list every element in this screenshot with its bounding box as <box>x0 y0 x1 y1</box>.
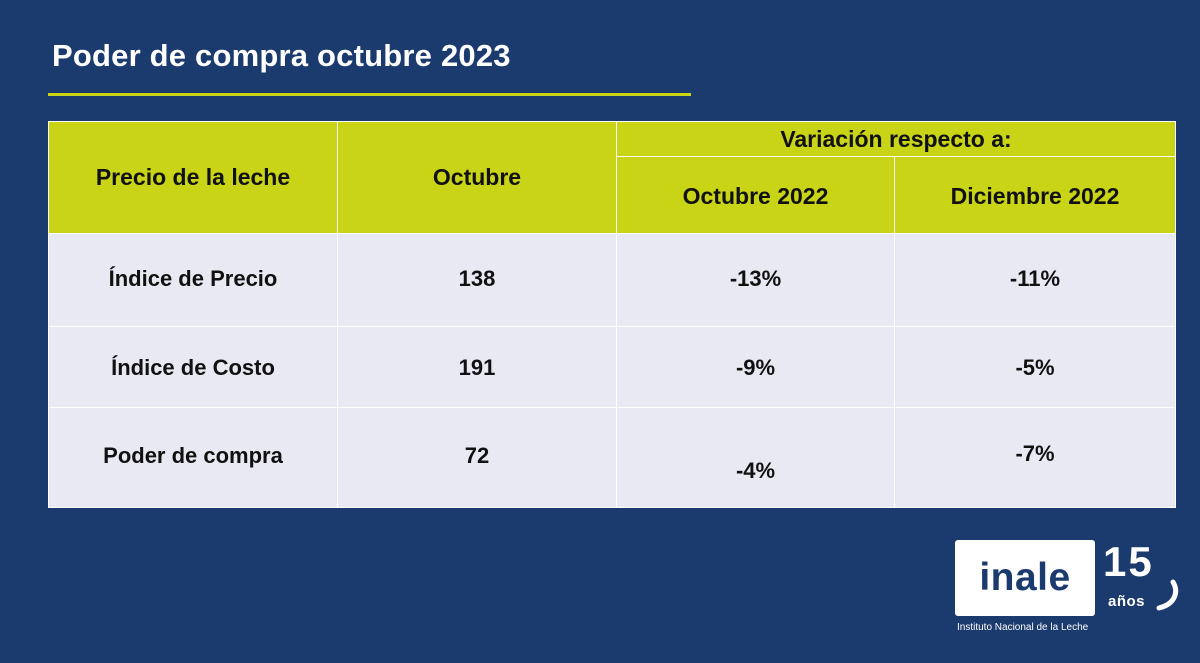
row-variation-oct-2022: -13% <box>616 233 895 327</box>
table-row: Índice de Costo 191 -9% -5% <box>48 326 1177 408</box>
table-row: Poder de compra 72 -4% -7% <box>48 407 1177 508</box>
row-label: Índice de Costo <box>48 326 338 408</box>
logo-anniversary-word: años <box>1108 593 1146 610</box>
header-milk-price: Precio de la leche <box>48 121 338 234</box>
row-october-value: 138 <box>337 233 617 327</box>
purchasing-power-table: Precio de la leche Octubre Variación res… <box>48 121 1177 508</box>
title-underline <box>48 93 691 96</box>
logo-anniversary-number: 15 <box>1103 538 1154 585</box>
row-variation-dec-2022: -5% <box>893 326 1177 408</box>
inale-logo: inale 15 años Instituto Nacional de la L… <box>955 540 1185 640</box>
row-october-value: 191 <box>337 326 617 408</box>
row-label: Índice de Precio <box>48 233 338 327</box>
swoosh-icon <box>1156 579 1179 611</box>
header-october-2022: Octubre 2022 <box>616 156 895 234</box>
logo-caption: Instituto Nacional de la Leche <box>957 622 1089 633</box>
page-title: Poder de compra octubre 2023 <box>52 38 511 73</box>
row-variation-dec-2022: -7% <box>893 407 1177 508</box>
logo-wordmark: inale <box>955 540 1095 616</box>
row-variation-dec-2022: -11% <box>893 233 1177 327</box>
row-label: Poder de compra <box>48 407 338 508</box>
row-october-value: 72 <box>337 407 617 508</box>
row-variation-oct-2022: -9% <box>616 326 895 408</box>
header-october: Octubre <box>337 121 617 234</box>
table-row: Índice de Precio 138 -13% -11% <box>48 233 1177 327</box>
row-variation-oct-2022: -4% <box>616 407 895 508</box>
header-december-2022: Diciembre 2022 <box>893 156 1177 234</box>
header-variation-group: Variación respecto a: <box>615 121 1177 157</box>
